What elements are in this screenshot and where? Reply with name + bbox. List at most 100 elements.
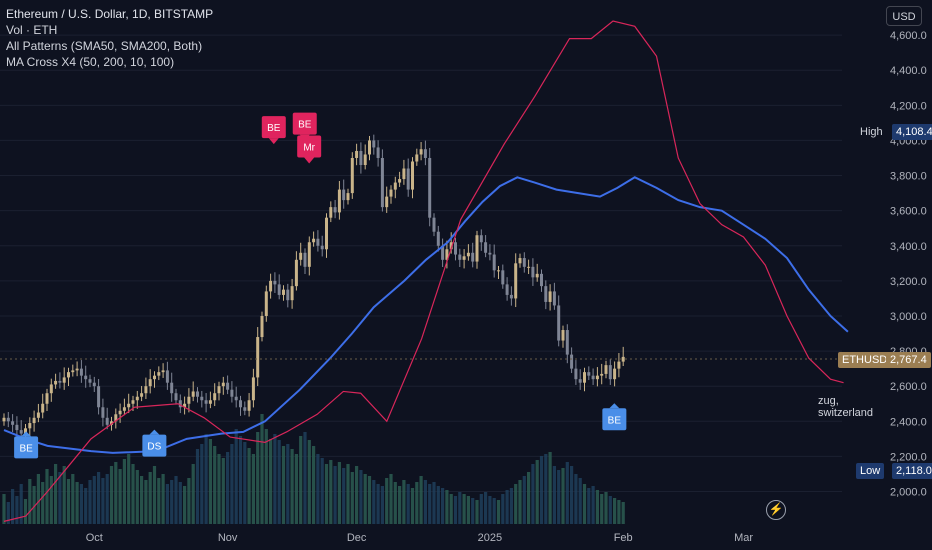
candle-body (239, 400, 242, 408)
price-tick-label: 4,600.0 (890, 30, 927, 42)
candle-body (342, 189, 346, 201)
candle-body (243, 407, 247, 411)
volume-bar (200, 444, 204, 524)
candle-body (234, 396, 238, 401)
candle-body (591, 375, 595, 380)
time-tick-label: Feb (614, 532, 633, 544)
volume-bar (191, 464, 195, 524)
volume-bar (260, 414, 264, 524)
lightning-icon[interactable]: ⚡ (766, 500, 786, 520)
volume-bar (88, 480, 92, 524)
candle-body (359, 150, 363, 166)
volume-bar (320, 458, 324, 524)
volume-bar (410, 488, 415, 524)
volume-bar (2, 494, 6, 524)
candle-body (226, 382, 230, 390)
volume-bar (509, 488, 513, 524)
volume-bar (170, 480, 174, 524)
time-axis[interactable]: Oct Nov Dec 2025 Feb Mar (86, 532, 754, 544)
symbol-title[interactable]: Ethereum / U.S. Dollar, 1D, BITSTAMP (6, 7, 214, 21)
volume-bar (398, 486, 402, 524)
volume-bar (281, 446, 286, 524)
volume-bar (230, 444, 234, 524)
candle-body (217, 386, 221, 394)
candle-body (454, 242, 457, 255)
volume-bar (359, 470, 363, 524)
candle-body (406, 168, 410, 190)
candle-body (49, 384, 53, 394)
volume-bar (488, 496, 492, 524)
location-note: zug, switzerland (818, 395, 874, 419)
patterns-indicator-label[interactable]: All Patterns (SMA50, SMA200, Both) (6, 39, 203, 53)
volume-bar (406, 484, 410, 524)
volume-bar (552, 466, 556, 524)
candle-body (325, 217, 328, 250)
candle-body (264, 291, 268, 316)
high-label: High (860, 126, 883, 138)
candle-body (484, 242, 488, 253)
volume-bar (226, 452, 230, 524)
volume-bar (574, 474, 578, 524)
volume-bar (152, 466, 157, 524)
volume-bar (217, 454, 221, 524)
volume-bar (600, 494, 604, 524)
volume-bar (286, 444, 290, 524)
moving-average-lines (3, 20, 849, 522)
candle-body (213, 393, 217, 401)
candle-body (368, 140, 371, 155)
candle-body (24, 428, 27, 434)
price-tick-label: 2,600.0 (890, 381, 927, 393)
price-tick-label: 3,200.0 (890, 276, 927, 288)
volume-bar (208, 439, 212, 524)
volume-bar (505, 490, 509, 524)
volume-bar (251, 454, 255, 524)
volume-bar (501, 494, 505, 524)
candle-body (260, 315, 264, 338)
volume-bar (127, 454, 131, 524)
volume-bar (234, 429, 238, 524)
volume-indicator-label[interactable]: Vol · ETH (6, 23, 58, 37)
volume-bar (187, 478, 191, 524)
signal-arrow (149, 429, 160, 435)
candle-body (389, 189, 393, 197)
candle-body (411, 161, 414, 190)
candle-body (122, 407, 126, 411)
candle-body (105, 417, 109, 425)
volume-bar (458, 492, 462, 524)
candle-body (565, 330, 569, 355)
currency-selector[interactable]: USD (886, 6, 922, 26)
candle-body (617, 361, 621, 369)
candle-body (531, 266, 535, 278)
volume-bars (2, 414, 625, 524)
volume-bar (105, 474, 109, 524)
volume-bar (342, 468, 346, 524)
ma-cross-indicator-label[interactable]: MA Cross X4 (50, 200, 10, 100) (6, 55, 175, 69)
candle-body (286, 289, 290, 301)
volume-bar (389, 474, 393, 524)
volume-bar (109, 466, 114, 524)
price-axis[interactable]: 4,600.04,400.04,200.04,000.03,800.03,600… (890, 30, 927, 498)
candle-body (230, 389, 234, 397)
candle-body (514, 263, 518, 299)
volume-bar (49, 476, 53, 524)
sma-fast-line (3, 20, 844, 522)
candle-body (583, 372, 586, 383)
price-tick-label: 4,200.0 (890, 100, 927, 112)
candle-body (282, 289, 285, 295)
volume-bar (535, 460, 539, 524)
volume-bar (570, 466, 574, 524)
candle-body (277, 284, 281, 295)
volume-bar (122, 459, 126, 524)
volume-bar (238, 436, 243, 524)
symbol-price-tag: 2,767.4 (886, 352, 931, 368)
candle-body (36, 412, 40, 418)
candle-body (372, 140, 376, 148)
volume-bar (71, 474, 75, 524)
volume-bar (621, 502, 625, 524)
volume-bar (303, 432, 307, 524)
pattern-signal-bull: DS (142, 429, 167, 457)
volume-bar (195, 449, 200, 524)
candle-body (75, 368, 79, 371)
